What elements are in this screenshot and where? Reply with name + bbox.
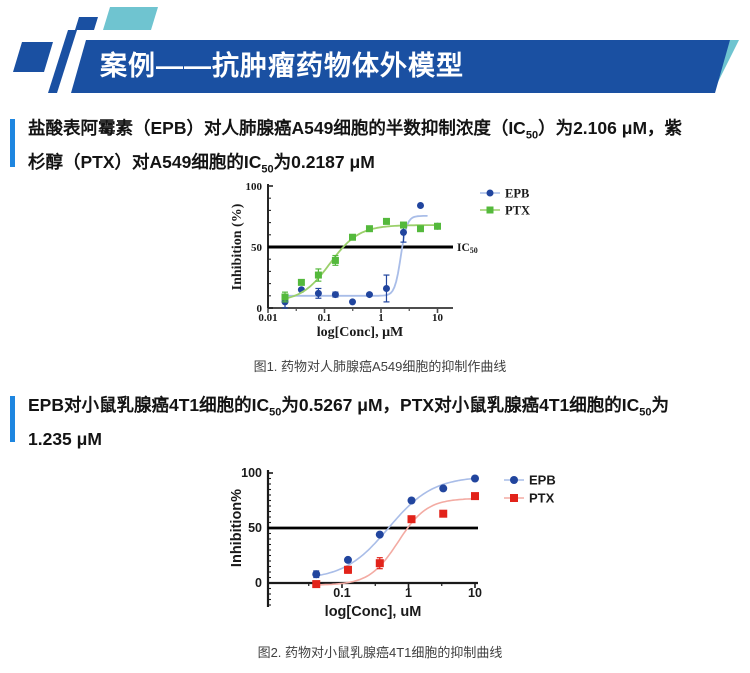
fit-curve [314,497,476,586]
statement-a549: 盐酸表阿霉素（EPB）对人肺腺癌A549细胞的半数抑制浓度（IC50）为2.10… [28,118,683,175]
legend: EPB PTX [480,187,530,218]
svg-text:100: 100 [246,181,263,193]
svg-text:1: 1 [405,586,412,600]
x-axis: 0.1 1 10 [268,581,482,600]
y-axis-label: Inhibition (%) [230,203,245,290]
svg-text:EPB: EPB [529,473,556,488]
svg-text:PTX: PTX [529,491,555,506]
svg-text:100: 100 [241,466,262,480]
fit-curve [281,224,439,301]
fit-curve [281,215,428,297]
y-axis: 0 50 100 [246,181,273,315]
x-axis-label: log[Conc], μM [317,325,403,340]
chart-caption-1: 图1. 药物对人肺腺癌A549细胞的抑制作曲线 [253,359,507,374]
svg-text:PTX: PTX [505,204,530,218]
y-axis-label: Inhibition% [230,489,245,567]
chart-caption-2: 图2. 药物对小鼠乳腺癌4T1细胞的抑制曲线 [257,645,503,660]
y-axis: 0 50 100 [241,466,273,607]
svg-text:50: 50 [251,242,263,254]
svg-text:0: 0 [257,303,263,315]
accent-bar-1 [10,119,15,167]
svg-text:1: 1 [378,312,384,324]
series-EPB [312,474,479,579]
decor-parallelogram-blue-small [75,17,98,30]
svg-text:50: 50 [248,521,262,535]
title-banner-shape [71,40,730,93]
svg-text:10: 10 [468,586,482,600]
svg-text:10: 10 [432,312,444,324]
fit-curve [314,477,476,577]
page-title: 案例——抗肿瘤药物体外模型 [100,51,464,81]
svg-text:0.1: 0.1 [333,586,350,600]
series-PTX [312,492,479,589]
accent-bar-2 [10,396,15,442]
decor-parallelogram-blue-medium [13,42,53,72]
ic50-label: IC50 [457,242,478,255]
svg-text:0: 0 [255,576,262,590]
series-PTX [281,217,441,303]
decor-parallelogram-teal-small [103,7,158,30]
legend: EPB PTX [504,473,556,506]
x-axis: 0.01 0.1 1 10 [258,307,453,324]
svg-text:EPB: EPB [505,187,529,201]
x-axis-label: log[Conc], uM [325,604,422,620]
decor-slash-blue [48,30,77,93]
series-EPB [281,202,441,309]
svg-text:0.01: 0.01 [258,312,277,324]
header-banner [13,7,739,93]
svg-text:0.1: 0.1 [318,312,332,324]
statement-4t1: EPB对小鼠乳腺癌4T1细胞的IC50为0.5267 μM，PTX对小鼠乳腺癌4… [28,395,670,449]
